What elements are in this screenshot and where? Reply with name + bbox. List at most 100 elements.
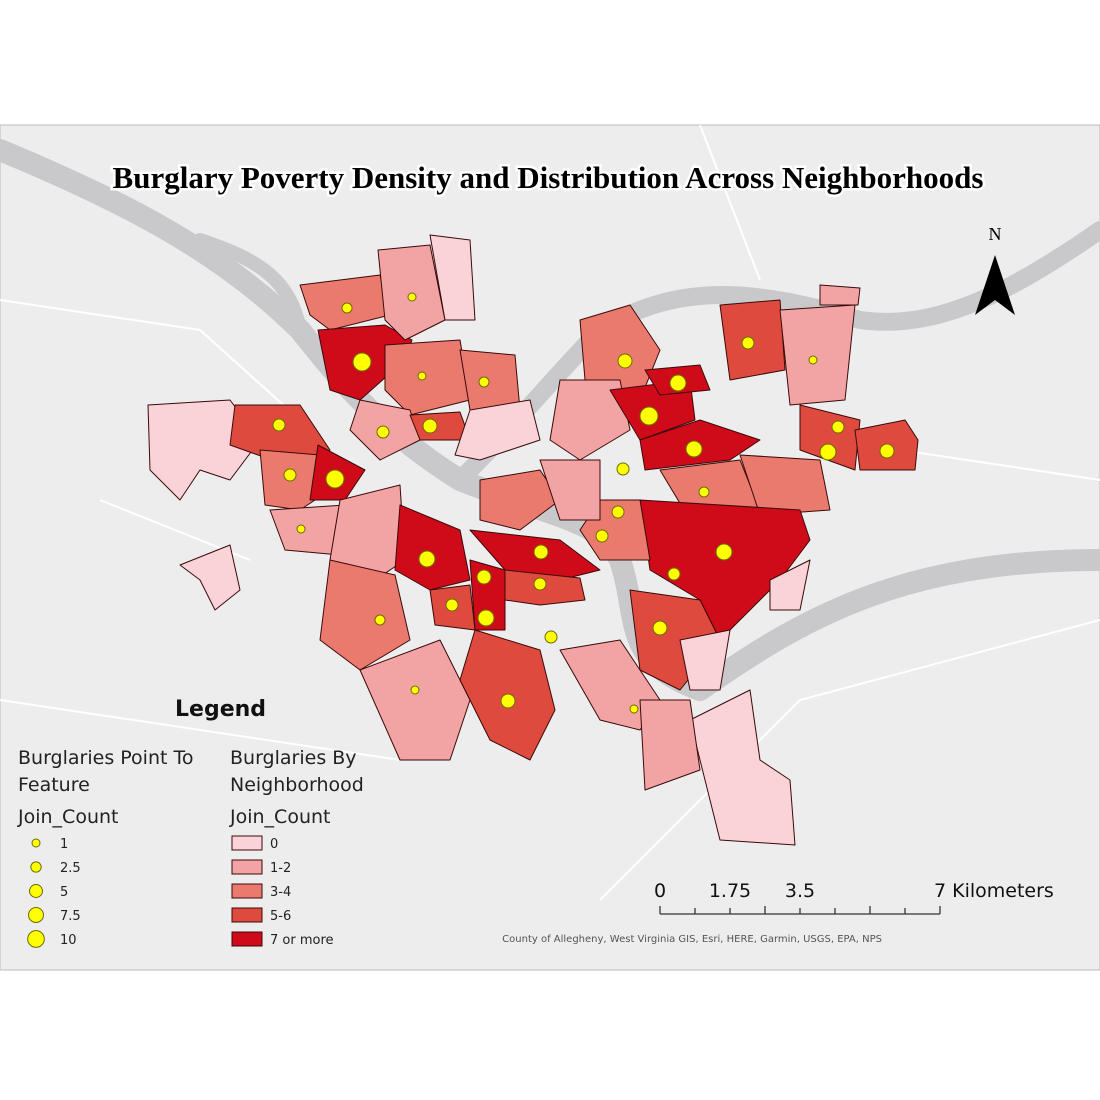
point xyxy=(652,620,668,636)
point xyxy=(283,468,297,482)
map-title: Burglary Poverty Density and Distributio… xyxy=(113,160,984,195)
neighborhood xyxy=(739,454,831,516)
scale-bar: 0 1.75 3.5 7 Kilometers xyxy=(654,880,1054,915)
neighborhood xyxy=(639,699,701,791)
legend-title: Burglaries By xyxy=(230,747,357,769)
neighborhood xyxy=(459,349,521,411)
legend-heading: Legend xyxy=(175,697,266,722)
neighborhood xyxy=(299,274,391,331)
legend-point-label: 1 xyxy=(60,837,68,852)
legend-swatch xyxy=(231,931,263,947)
neighborhood xyxy=(377,244,446,341)
legend-swatch xyxy=(231,835,263,851)
point xyxy=(617,353,633,369)
point xyxy=(741,336,755,350)
neighborhoods xyxy=(147,234,919,846)
neighborhood xyxy=(819,284,861,306)
legend-point xyxy=(29,884,43,898)
point xyxy=(477,609,495,627)
legend-swatch xyxy=(231,883,263,899)
point xyxy=(418,550,436,568)
point xyxy=(500,693,516,709)
north-label: N xyxy=(989,224,1002,244)
point xyxy=(879,443,895,459)
point xyxy=(476,569,492,585)
point xyxy=(667,567,681,581)
legend-point xyxy=(28,907,44,923)
legend-swatch xyxy=(231,859,263,875)
legend-swatch-label: 3-4 xyxy=(270,885,291,900)
point xyxy=(698,486,710,498)
legend-swatch-label: 1-2 xyxy=(270,861,291,876)
neighborhood xyxy=(689,689,796,846)
north-arrow: N xyxy=(975,224,1015,315)
point xyxy=(544,630,558,644)
neighborhood xyxy=(179,544,241,611)
point xyxy=(685,440,703,458)
neighborhood xyxy=(539,459,601,521)
basemap xyxy=(0,124,1100,901)
neighborhood xyxy=(639,499,811,641)
point xyxy=(715,543,733,561)
legend-point xyxy=(27,930,45,948)
north-arrow-shape xyxy=(975,255,1015,315)
legend-swatch-label: 7 or more xyxy=(270,933,334,948)
point xyxy=(272,418,286,432)
legend-title: Neighborhood xyxy=(230,774,364,796)
neighborhood xyxy=(429,234,476,321)
point xyxy=(422,418,438,434)
neighborhood xyxy=(779,304,856,406)
point xyxy=(611,505,625,519)
point xyxy=(831,420,845,434)
neighborhood xyxy=(799,404,861,471)
point xyxy=(417,371,427,381)
legend-point-label: 7.5 xyxy=(60,909,81,924)
neighborhood xyxy=(769,559,811,611)
neighborhood xyxy=(359,639,471,761)
point xyxy=(533,577,547,591)
legend: Legend Burglaries Point To Feature Join_Co… xyxy=(17,697,364,948)
point xyxy=(352,352,372,372)
burglary-points xyxy=(272,292,895,714)
point xyxy=(819,443,837,461)
neighborhood xyxy=(384,339,471,416)
neighborhood xyxy=(549,379,631,461)
legend-point-label: 5 xyxy=(60,885,68,900)
legend-title: Feature xyxy=(18,774,90,796)
point xyxy=(410,685,420,695)
point xyxy=(341,302,353,314)
point xyxy=(325,469,345,489)
point xyxy=(629,704,639,714)
point xyxy=(445,598,459,612)
neighborhood xyxy=(479,469,561,531)
point xyxy=(616,462,630,476)
legend-swatch-label: 5-6 xyxy=(270,909,291,924)
legend-title: Burglaries Point To xyxy=(18,747,193,769)
point xyxy=(376,425,390,439)
point xyxy=(808,355,818,365)
legend-field: Join_Count xyxy=(229,806,330,828)
legend-point xyxy=(31,838,41,848)
point xyxy=(296,524,306,534)
neighborhood xyxy=(454,399,541,461)
point xyxy=(533,544,549,560)
point xyxy=(374,614,386,626)
neighborhood xyxy=(394,504,471,591)
point xyxy=(407,292,417,302)
scale-bar-ticks xyxy=(659,906,941,915)
legend-point-label: 2.5 xyxy=(60,861,81,876)
point xyxy=(478,376,490,388)
legend-swatch xyxy=(231,907,263,923)
scale-label: 7 Kilometers xyxy=(934,880,1054,902)
legend-field: Join_Count xyxy=(17,806,118,828)
legend-point-label: 10 xyxy=(60,933,77,948)
legend-swatch-label: 0 xyxy=(270,837,278,852)
legend-point xyxy=(30,861,42,873)
point xyxy=(639,406,659,426)
point xyxy=(595,529,609,543)
point xyxy=(669,374,687,392)
scale-label: 0 xyxy=(654,880,666,902)
neighborhood xyxy=(319,559,411,671)
scale-label: 3.5 xyxy=(785,880,815,902)
